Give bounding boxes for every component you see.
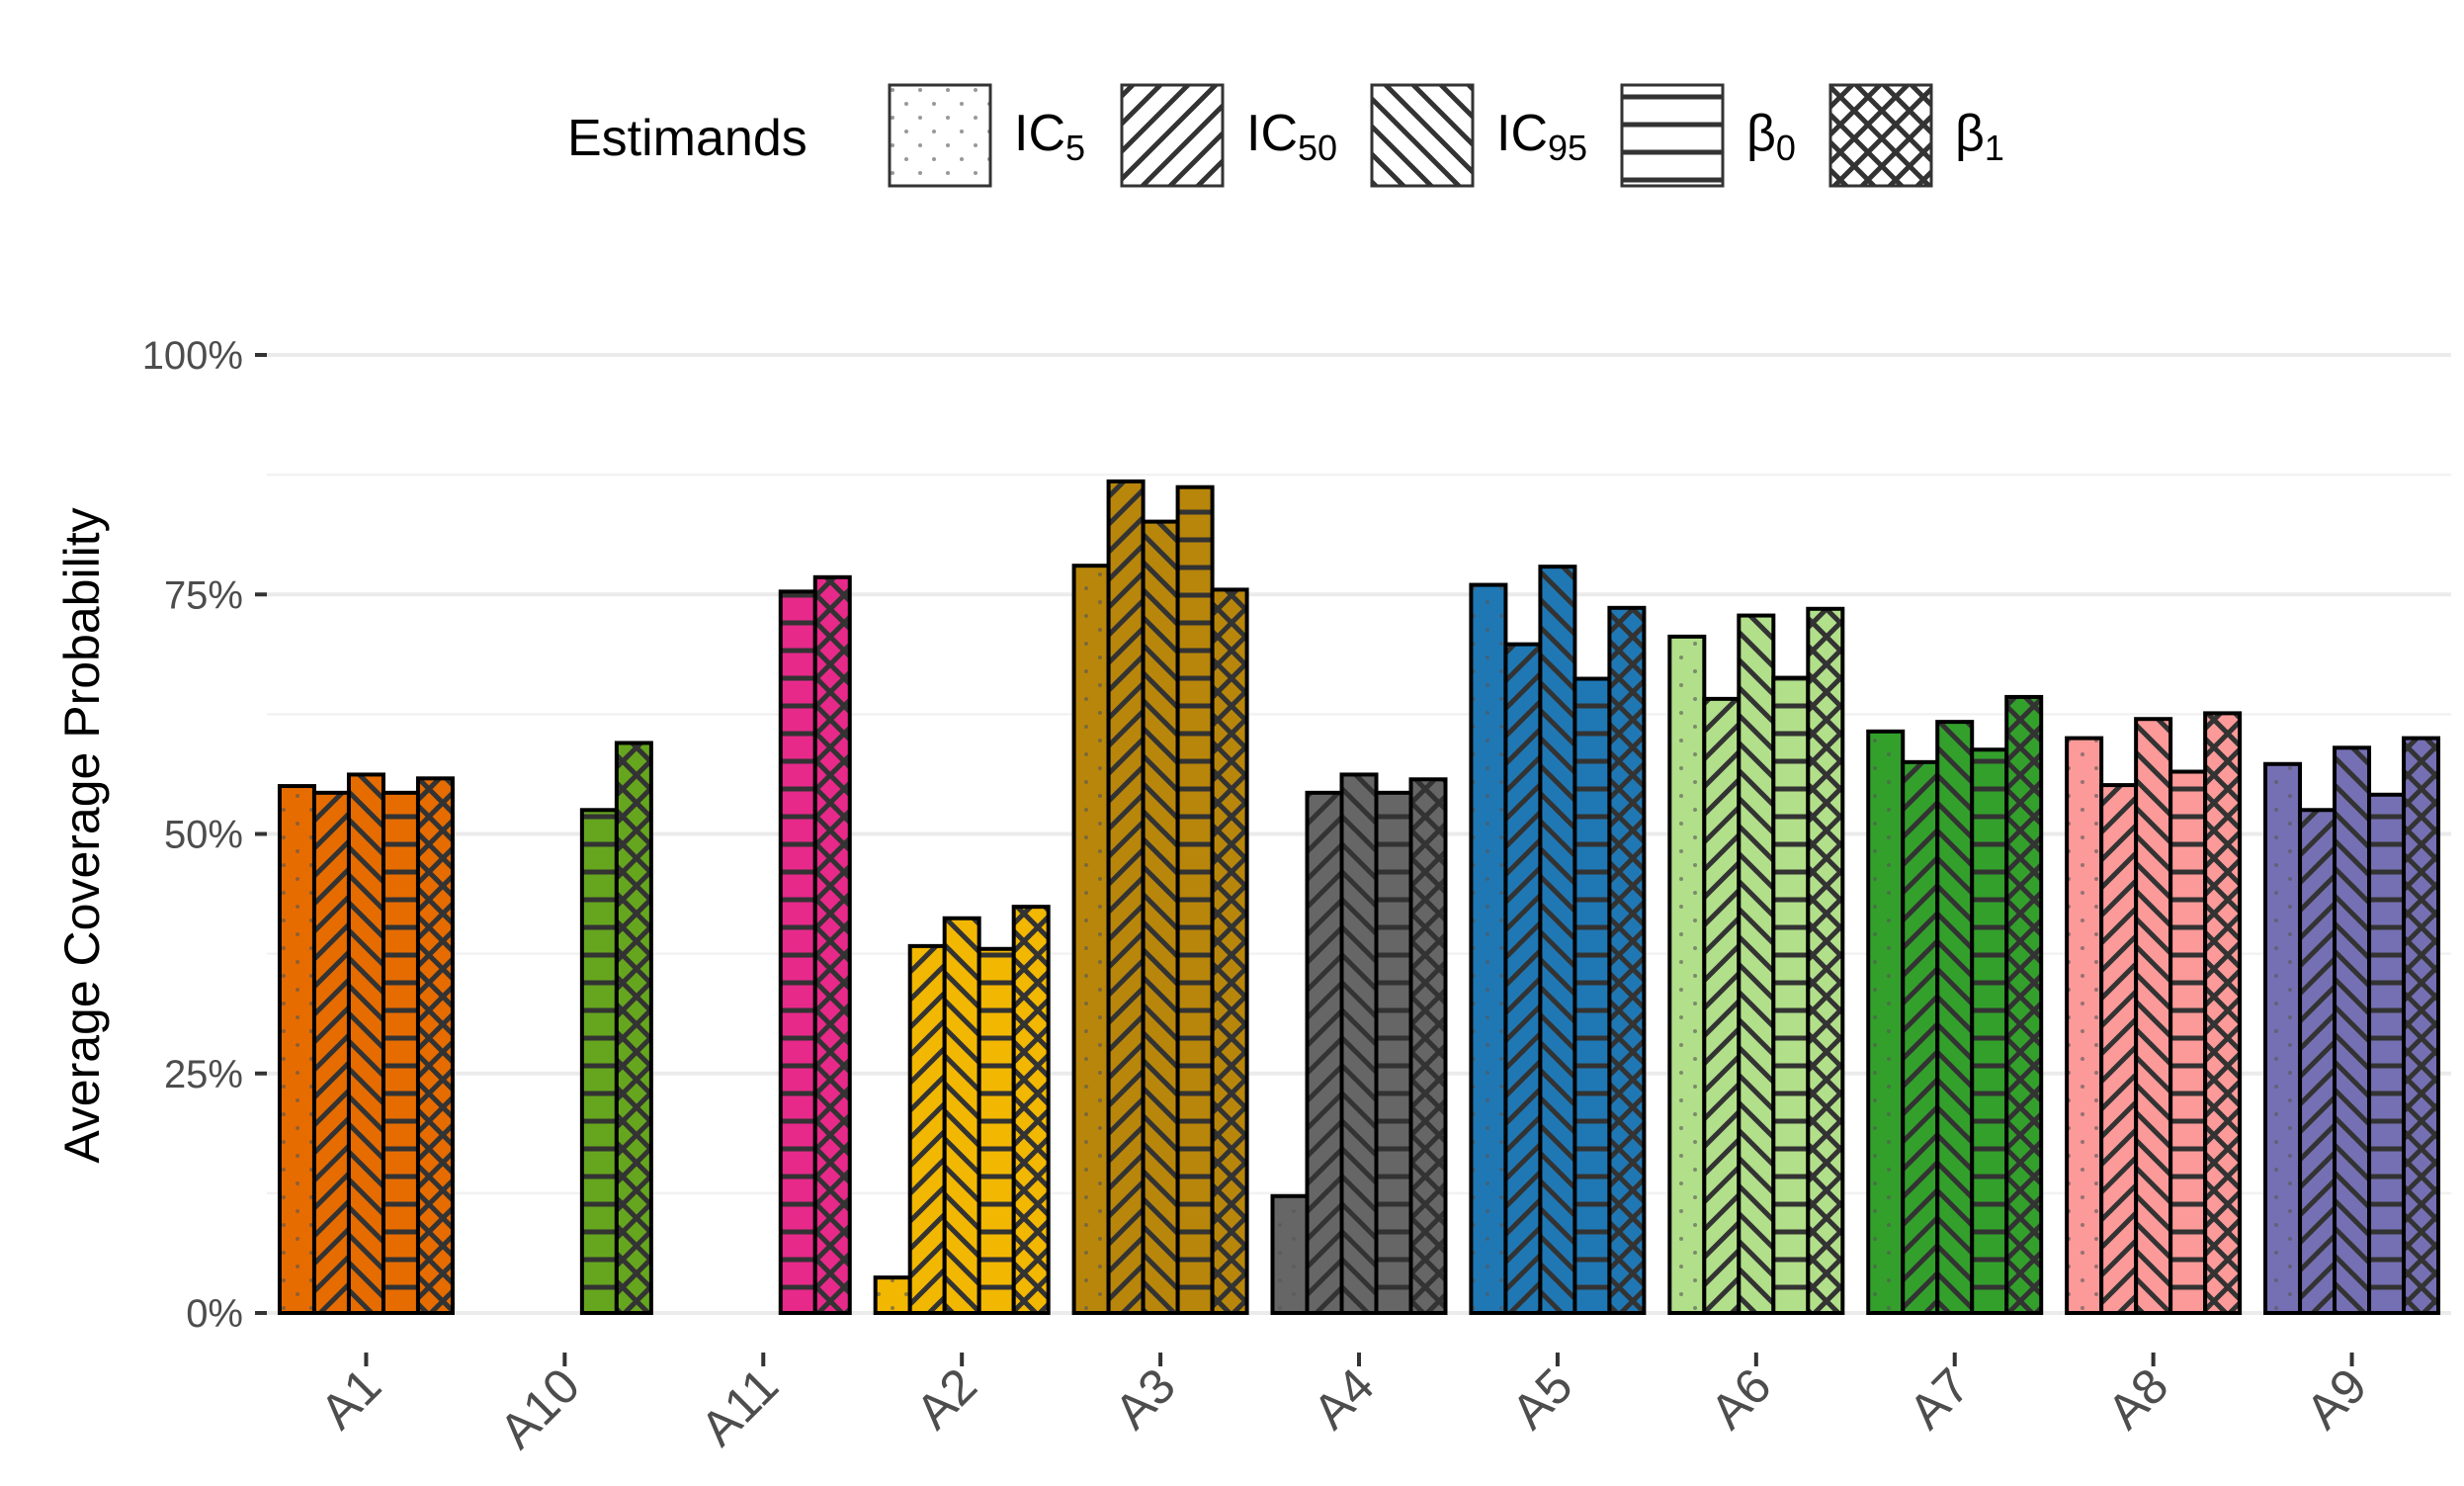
bar-A8-IC95 <box>2134 717 2173 1315</box>
bar-A9-β1 <box>2402 736 2441 1315</box>
x-tick-label: A10 <box>489 1357 591 1459</box>
x-tick-label: A7 <box>1899 1357 1981 1440</box>
bar-A6-IC50 <box>1702 696 1742 1315</box>
bar-A2-β1 <box>1011 905 1051 1315</box>
bar-A6-β0 <box>1771 675 1811 1315</box>
bar-A2-IC50 <box>907 943 947 1315</box>
bar-A9-IC5 <box>2263 761 2303 1315</box>
legend-label-β0: β0 <box>1746 105 1796 168</box>
legend-label-IC50: IC50 <box>1246 105 1337 168</box>
x-tick-label: A8 <box>2097 1357 2179 1440</box>
y-axis-title: Average Coverage Probability <box>54 507 110 1163</box>
bar-A3-IC95 <box>1141 519 1180 1315</box>
x-tick-label: A11 <box>690 1357 789 1456</box>
bar-A9-IC50 <box>2298 808 2337 1316</box>
bar-A1-IC95 <box>346 772 385 1315</box>
y-tick-label: 75% <box>164 573 243 617</box>
x-tick-label: A4 <box>1303 1357 1385 1440</box>
bar-A7-β0 <box>1970 747 2009 1315</box>
bar-A4-β0 <box>1374 790 1413 1315</box>
legend: Estimands IC5 IC50 IC95 β0 β1 <box>567 83 2004 188</box>
bar-A5-β1 <box>1607 605 1647 1315</box>
x-tick-label: A2 <box>905 1357 987 1440</box>
bar-A8-β0 <box>2168 769 2208 1315</box>
bar-A4-IC50 <box>1305 790 1344 1315</box>
bar-A6-IC5 <box>1667 634 1707 1315</box>
y-axis: 0% 25% 50% 75% 100% <box>142 334 267 1336</box>
bar-A1-IC5 <box>277 784 316 1315</box>
legend-key-IC95 <box>1370 83 1475 188</box>
bar-A1-IC50 <box>311 790 351 1315</box>
bar-A7-β1 <box>2004 694 2044 1315</box>
bar-A3-IC50 <box>1106 479 1146 1315</box>
bar-A7-IC95 <box>1935 720 1975 1315</box>
x-axis: A1 A10 A11 A2 A3 A4 A5 A6 A7 A8 A9 <box>309 1353 2377 1459</box>
bar-A7-IC50 <box>1901 759 1940 1315</box>
bar-A5-IC50 <box>1503 642 1543 1315</box>
bar-A8-IC50 <box>2099 783 2139 1315</box>
bar-A2-IC5 <box>873 1275 912 1315</box>
y-tick-label: 100% <box>142 334 243 378</box>
bar-A4-β1 <box>1408 777 1448 1315</box>
bar-A10-β1 <box>614 741 653 1315</box>
bar-A11-β0 <box>778 589 817 1315</box>
legend-key-IC50 <box>1120 83 1225 188</box>
bar-A9-IC95 <box>2333 745 2372 1315</box>
legend-label-β1: β1 <box>1955 105 2004 168</box>
bar-A7-IC5 <box>1866 729 1906 1315</box>
bar-A10-β0 <box>579 808 619 1316</box>
y-tick-label: 0% <box>186 1292 243 1336</box>
bar-A3-IC5 <box>1071 564 1111 1315</box>
bar-A4-IC95 <box>1339 772 1379 1315</box>
bar-A5-IC5 <box>1469 582 1508 1315</box>
x-tick-label: A5 <box>1501 1357 1583 1440</box>
bar-A1-β0 <box>381 790 420 1315</box>
bar-A2-IC95 <box>942 916 981 1315</box>
x-tick-label: A3 <box>1104 1357 1186 1440</box>
bar-A9-β0 <box>2367 792 2407 1315</box>
legend-key-β1 <box>1828 83 1933 188</box>
bar-A8-β1 <box>2203 711 2243 1315</box>
legend-label-IC95: IC95 <box>1496 105 1587 168</box>
x-tick-label: A1 <box>309 1357 391 1440</box>
y-tick-label: 25% <box>164 1053 243 1096</box>
bar-A1-β1 <box>415 776 455 1315</box>
x-tick-label: A9 <box>2295 1357 2377 1440</box>
bar-A6-IC95 <box>1737 613 1776 1315</box>
legend-key-IC5 <box>888 83 992 188</box>
legend-key-β0 <box>1620 83 1725 188</box>
bars <box>277 479 2441 1316</box>
x-tick-label: A6 <box>1700 1357 1782 1440</box>
bar-A11-β1 <box>812 574 852 1315</box>
legend-label-IC5: IC5 <box>1014 105 1085 168</box>
bar-A5-β0 <box>1572 676 1612 1315</box>
bar-A5-IC95 <box>1538 565 1577 1315</box>
bar-A3-β1 <box>1210 587 1249 1315</box>
bar-A3-β0 <box>1175 484 1215 1315</box>
bar-A8-IC5 <box>2065 736 2104 1315</box>
bar-A6-β1 <box>1806 606 1845 1315</box>
bar-A2-β0 <box>977 946 1016 1316</box>
legend-title: Estimands <box>567 110 807 167</box>
y-tick-label: 50% <box>164 814 243 857</box>
bar-A4-IC5 <box>1270 1193 1310 1315</box>
